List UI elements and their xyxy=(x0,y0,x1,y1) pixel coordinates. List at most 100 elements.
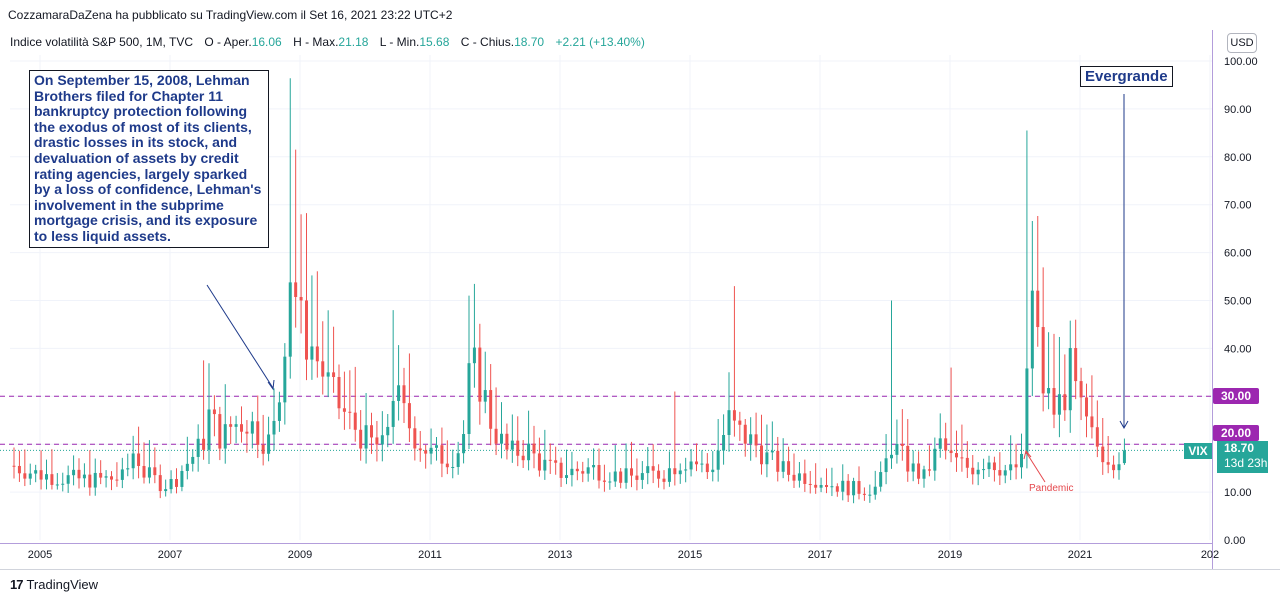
candle-body xyxy=(635,475,639,480)
candle-body xyxy=(711,469,715,473)
candle-body xyxy=(413,428,417,449)
y-tick-label: 70.00 xyxy=(1224,200,1252,212)
candle-body xyxy=(510,440,514,450)
candle-body xyxy=(987,462,991,470)
candle-body xyxy=(223,424,227,449)
candle-body xyxy=(28,473,32,479)
candle-body xyxy=(418,448,422,451)
candle-body xyxy=(288,282,292,357)
candle-body xyxy=(272,420,276,435)
candle-body xyxy=(283,356,287,403)
candle-body xyxy=(12,465,16,467)
candle-body xyxy=(505,433,509,450)
evergrande-label[interactable]: Evergrande xyxy=(1080,66,1173,87)
candle-body xyxy=(1025,368,1029,454)
candle-body xyxy=(624,468,628,483)
candle-body xyxy=(565,475,568,478)
candle-body xyxy=(992,462,996,471)
legend-low-value: 15.68 xyxy=(419,35,450,49)
candle-body xyxy=(835,486,839,492)
candle-body xyxy=(1063,394,1067,411)
candle-body xyxy=(689,461,693,470)
candle-body xyxy=(673,468,677,475)
candle-body xyxy=(397,385,401,401)
candle-body xyxy=(153,467,157,476)
x-tick-label: 2015 xyxy=(678,549,702,561)
candle-body xyxy=(353,412,357,430)
candle-body xyxy=(787,461,791,475)
candle-body xyxy=(900,443,904,446)
candle-body xyxy=(218,414,222,449)
candle-body xyxy=(445,463,449,468)
candle-body xyxy=(955,453,958,458)
candle-body xyxy=(971,467,975,475)
candle-body xyxy=(386,426,390,436)
lehman-arrow xyxy=(206,284,274,389)
legend-close-value: 18.70 xyxy=(514,35,545,49)
candle-body xyxy=(337,377,341,409)
candle-body xyxy=(207,409,211,450)
legend-symbol[interactable]: Indice volatilità S&P 500, 1M, TVC xyxy=(10,35,193,49)
candle-body xyxy=(175,478,178,487)
candle-body xyxy=(326,372,330,377)
candle-body xyxy=(348,411,352,413)
candle-body xyxy=(402,385,406,404)
x-tick-label: 2019 xyxy=(938,549,962,561)
chart-legend: Indice volatilità S&P 500, 1M, TVC O - A… xyxy=(10,35,645,49)
footer-brand-name: TradingView xyxy=(26,577,99,592)
candle-body xyxy=(277,402,281,421)
candle-body xyxy=(597,465,601,481)
candle-body xyxy=(202,438,206,450)
candle-body xyxy=(944,438,948,451)
candle-body xyxy=(808,483,812,485)
candle-body xyxy=(1122,450,1126,464)
candle-body xyxy=(115,479,119,481)
candle-body xyxy=(180,470,184,487)
vix-tag: VIX xyxy=(1184,443,1212,459)
candle-body xyxy=(575,468,579,472)
candle-body xyxy=(99,472,103,478)
last-price-value: 18.70 xyxy=(1224,441,1255,455)
candle-body xyxy=(1003,470,1007,476)
candle-body xyxy=(245,431,249,434)
candle-body xyxy=(1101,446,1105,463)
candle-body xyxy=(1095,427,1099,447)
candle-body xyxy=(77,469,81,479)
candle-body xyxy=(684,469,688,471)
candle-body xyxy=(483,390,487,402)
footer-brand[interactable]: 17 TradingView xyxy=(10,577,98,592)
candle-body xyxy=(267,434,271,454)
candle-body xyxy=(456,453,460,467)
candle-body xyxy=(50,474,54,485)
candle-body xyxy=(559,462,563,478)
legend-open-value: 16.06 xyxy=(251,35,282,49)
x-tick-label: 2007 xyxy=(158,549,182,561)
candle-body xyxy=(651,466,655,471)
currency-button[interactable]: USD xyxy=(1227,33,1257,53)
y-tick-label: 60.00 xyxy=(1224,248,1252,260)
candle-body xyxy=(1020,453,1023,468)
candle-body xyxy=(662,478,666,482)
candle-body xyxy=(315,346,319,362)
candle-body xyxy=(1041,327,1045,394)
candle-body xyxy=(1117,464,1121,471)
candle-body xyxy=(754,434,758,446)
lehman-annotation[interactable]: On September 15, 2008, Lehman Brothers f… xyxy=(29,70,269,248)
candle-body xyxy=(592,465,596,468)
candle-body xyxy=(1085,397,1088,417)
candle-body xyxy=(66,475,70,484)
pandemic-arrowhead xyxy=(1023,449,1032,460)
candle-body xyxy=(776,450,780,472)
candle-body xyxy=(814,484,818,488)
candle-body xyxy=(1036,290,1040,328)
candle-body xyxy=(998,470,1002,476)
candle-body xyxy=(749,434,753,444)
candle-body xyxy=(294,282,298,298)
candle-body xyxy=(667,468,671,482)
candle-body xyxy=(732,410,736,421)
candle-body xyxy=(500,433,503,444)
candle-body xyxy=(467,363,471,435)
candle-body xyxy=(110,476,113,480)
candle-body xyxy=(424,450,428,454)
